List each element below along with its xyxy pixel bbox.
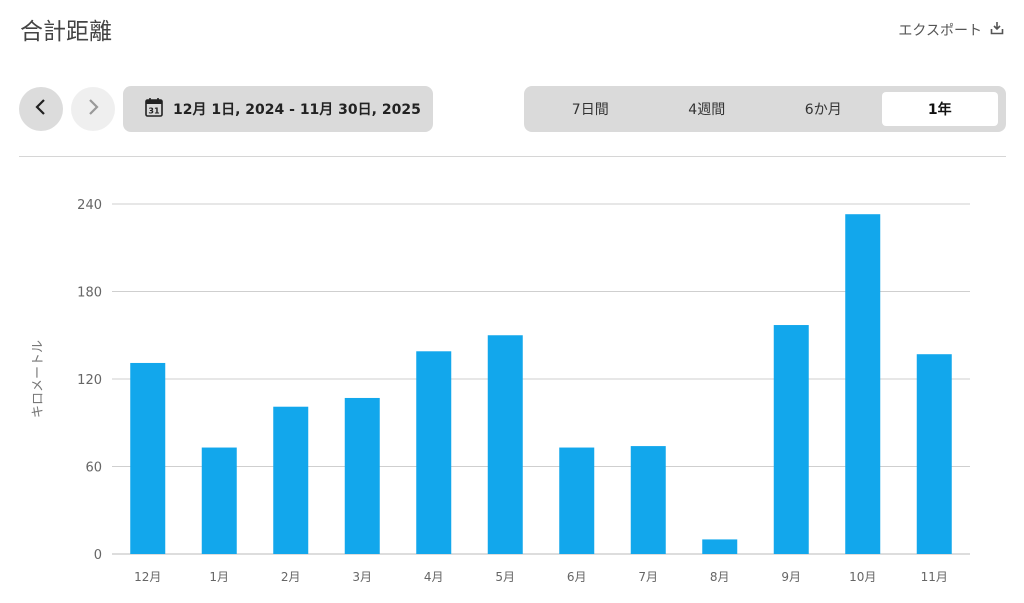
tab-6-months[interactable]: 6か月	[804, 102, 842, 118]
x-tick-label: 10月	[849, 570, 876, 584]
x-tick-label: 2月	[281, 570, 301, 584]
export-label: エクスポート	[898, 23, 982, 39]
x-tick-label: 5月	[495, 570, 515, 584]
tab-1-year[interactable]: 1年	[881, 92, 998, 126]
date-range-text: 12月 1日, 2024 - 11月 30日, 2025	[173, 102, 421, 118]
x-tick-label: 8月	[710, 570, 730, 584]
tab-4-weeks[interactable]: 4週間	[688, 102, 726, 118]
date-range-picker[interactable]: 31 12月 1日, 2024 - 11月 30日, 2025	[123, 86, 433, 132]
x-tick-label: 1月	[209, 570, 229, 584]
bar-8	[630, 446, 666, 554]
bar-1	[130, 362, 166, 554]
tab-7-days[interactable]: 7日間	[571, 102, 609, 118]
bar-2	[201, 447, 237, 554]
chevron-right-icon	[86, 98, 100, 120]
x-tick-label: 12月	[134, 570, 161, 584]
y-tick-label: 0	[94, 548, 102, 563]
period-selector: 7日間 4週間 6か月 1年	[524, 86, 1006, 132]
download-icon	[990, 21, 1004, 39]
y-tick-label: 60	[85, 461, 102, 476]
next-period-button[interactable]	[71, 87, 115, 131]
previous-period-button[interactable]	[19, 87, 63, 131]
y-tick-label: 240	[77, 198, 102, 213]
bar-5	[416, 351, 452, 554]
page-title: 合計距離	[20, 19, 112, 45]
x-tick-label: 6月	[567, 570, 587, 584]
y-tick-label: 120	[77, 373, 102, 388]
calendar-day: 31	[148, 107, 160, 116]
y-axis-label: キロメートル	[31, 340, 46, 418]
calendar-icon: 31	[145, 97, 163, 121]
bar-12	[916, 354, 952, 554]
chevron-left-icon	[34, 98, 48, 120]
bar-11	[845, 214, 881, 555]
x-tick-label: 4月	[424, 570, 444, 584]
distance-bar-chart: 0 60 120 180 240 キロメートル 12月 1月 2月 3月 4月 5月 6月 7月 8月 9月 1…	[31, 198, 970, 584]
x-tick-label: 11月	[921, 570, 948, 584]
export-button[interactable]: エクスポート	[898, 20, 1004, 40]
y-tick-label: 180	[77, 286, 102, 301]
bar-4	[344, 397, 380, 554]
bar-6	[487, 335, 523, 554]
x-tick-label: 7月	[638, 570, 658, 584]
bar-9	[702, 539, 738, 554]
divider	[19, 156, 1006, 157]
bar-3	[273, 406, 309, 554]
bar-10	[773, 325, 809, 554]
x-tick-label: 3月	[352, 570, 372, 584]
x-tick-label: 9月	[781, 570, 801, 584]
bar-7	[559, 447, 595, 554]
